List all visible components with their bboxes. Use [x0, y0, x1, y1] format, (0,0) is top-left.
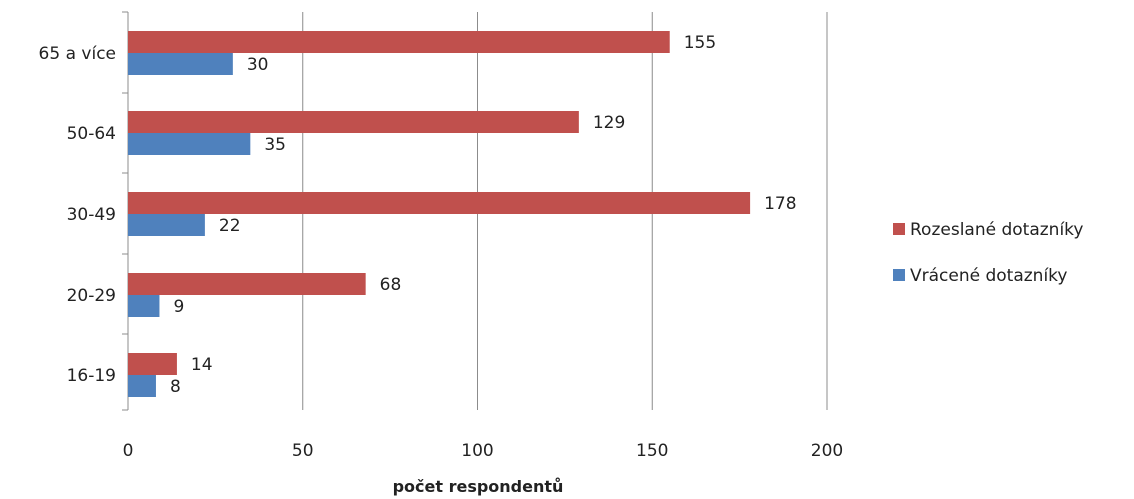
data-labels: 155 30 129 35 178 22 68 9 14 8 [170, 33, 797, 397]
x-tick-label-200: 200 [811, 441, 843, 461]
data-label-sent-4: 14 [191, 355, 213, 375]
bar-returned-1 [128, 133, 251, 155]
x-axis-title: počet respondentů [393, 477, 564, 496]
legend-label-1: Vrácené dotazníky [910, 266, 1067, 286]
legend-swatch-0 [893, 223, 905, 235]
data-label-sent-2: 178 [764, 194, 796, 214]
bar-sent-4 [128, 353, 177, 375]
bar-returned-2 [128, 214, 205, 236]
bars [128, 31, 751, 397]
category-label-4: 16-19 [67, 366, 116, 386]
bar-sent-0 [128, 31, 670, 53]
x-tick-labels: 0 50 100 150 200 [123, 441, 844, 461]
legend: Rozeslané dotazníky Vrácené dotazníky [893, 220, 1083, 286]
x-tick-label-100: 100 [461, 441, 493, 461]
bar-sent-2 [128, 192, 751, 214]
data-label-returned-0: 30 [247, 55, 269, 75]
data-label-sent-3: 68 [380, 275, 402, 295]
legend-label-0: Rozeslané dotazníky [910, 220, 1083, 240]
x-tick-label-0: 0 [123, 441, 134, 461]
data-label-sent-1: 129 [593, 113, 625, 133]
category-labels: 65 a více 50-64 30-49 20-29 16-19 [39, 44, 116, 386]
bar-returned-4 [128, 375, 156, 397]
data-label-returned-1: 35 [264, 135, 286, 155]
data-label-sent-0: 155 [684, 33, 716, 53]
data-label-returned-4: 8 [170, 377, 181, 397]
bar-sent-3 [128, 273, 366, 295]
x-tick-label-50: 50 [292, 441, 314, 461]
category-label-0: 65 a více [39, 44, 116, 64]
data-label-returned-2: 22 [219, 216, 241, 236]
bar-returned-3 [128, 295, 160, 317]
bar-returned-0 [128, 53, 233, 75]
category-label-2: 30-49 [67, 205, 116, 225]
category-label-3: 20-29 [67, 286, 116, 306]
category-label-1: 50-64 [67, 124, 116, 144]
legend-swatch-1 [893, 269, 905, 281]
data-label-returned-3: 9 [173, 297, 184, 317]
x-tick-label-150: 150 [636, 441, 668, 461]
bar-sent-1 [128, 111, 579, 133]
